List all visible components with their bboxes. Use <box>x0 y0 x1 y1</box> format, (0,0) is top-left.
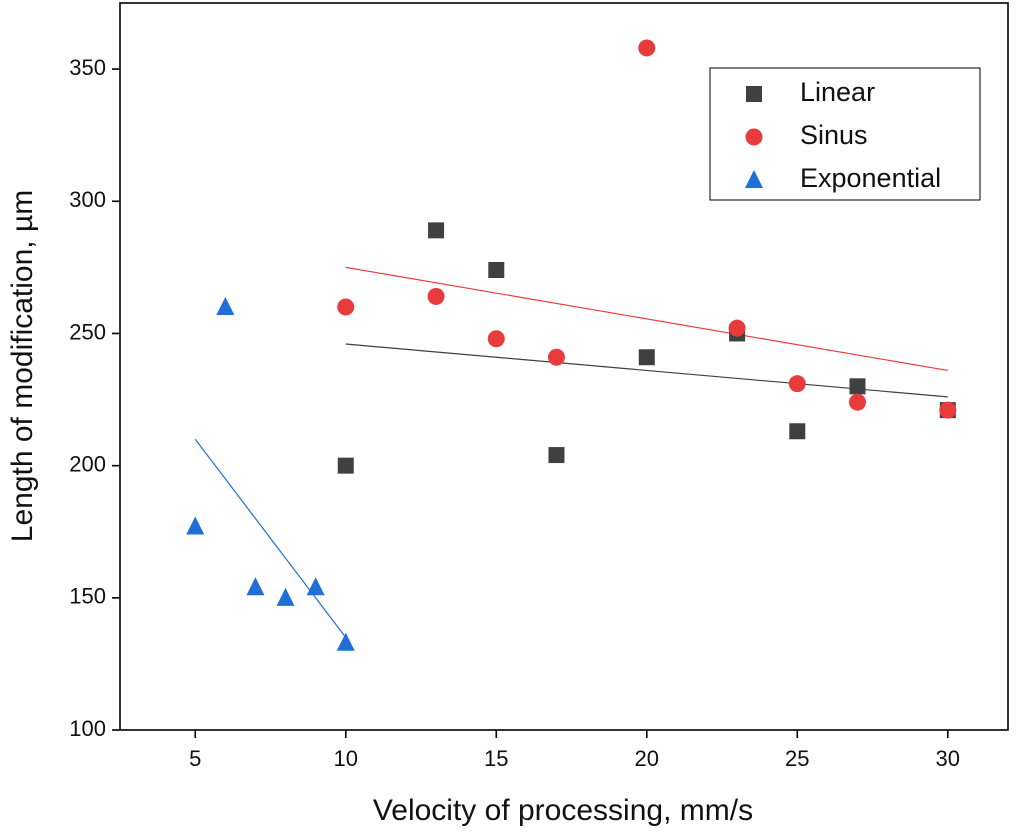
data-point <box>638 349 655 366</box>
y-tick-label: 300 <box>69 187 106 212</box>
data-point <box>276 587 295 606</box>
data-point <box>336 632 355 651</box>
legend-marker <box>745 170 763 188</box>
y-tick-label: 250 <box>69 319 106 344</box>
legend-label: Linear <box>800 77 875 107</box>
y-tick-label: 100 <box>69 716 106 741</box>
data-point <box>788 375 806 393</box>
legend-label: Exponential <box>800 163 941 193</box>
data-point <box>488 262 505 279</box>
data-point <box>428 222 445 239</box>
x-tick-label: 25 <box>785 746 809 771</box>
data-point <box>939 401 957 419</box>
y-axis-label: Length of modification, µm <box>6 190 39 542</box>
data-point <box>638 39 656 57</box>
data-point <box>306 577 325 596</box>
y-tick-label: 200 <box>69 451 106 476</box>
data-point <box>849 378 866 395</box>
data-point <box>848 393 866 411</box>
fit-line <box>345 343 948 398</box>
y-tick-label: 150 <box>69 584 106 609</box>
x-tick-label: 20 <box>635 746 659 771</box>
data-point <box>186 516 205 535</box>
data-point <box>216 297 235 316</box>
y-tick-label: 350 <box>69 55 106 80</box>
legend-label: Sinus <box>800 120 868 150</box>
data-point <box>547 348 565 366</box>
data-point <box>337 298 355 316</box>
plot-frame <box>119 2 1009 731</box>
data-point <box>789 423 806 440</box>
x-tick-label: 30 <box>936 746 960 771</box>
fit-line <box>194 438 347 638</box>
x-axis-label: Velocity of processing, mm/s <box>373 794 753 827</box>
x-tick-label: 10 <box>334 746 358 771</box>
data-point <box>548 447 565 464</box>
data-point <box>728 319 746 337</box>
data-point <box>337 457 354 474</box>
legend-marker <box>745 128 763 146</box>
x-tick-label: 5 <box>189 746 201 771</box>
legend-marker <box>746 86 762 102</box>
data-point <box>427 287 445 305</box>
fit-line <box>345 266 948 372</box>
data-point <box>487 330 505 348</box>
x-tick-label: 15 <box>484 746 508 771</box>
data-point <box>246 577 265 596</box>
